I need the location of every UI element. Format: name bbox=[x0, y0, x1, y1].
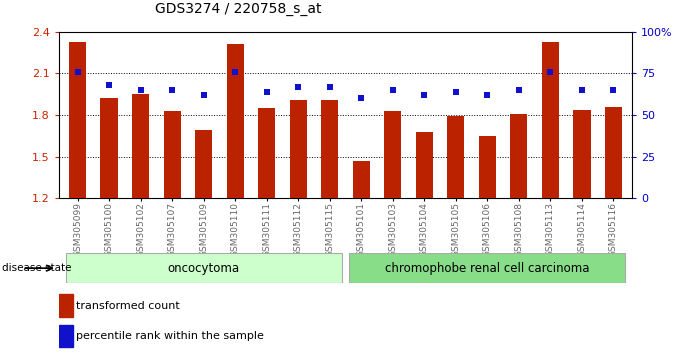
Bar bbox=[573, 109, 591, 198]
Bar bbox=[59, 325, 73, 348]
Point bbox=[72, 69, 83, 75]
Bar bbox=[132, 94, 149, 198]
Bar bbox=[321, 100, 339, 198]
Bar bbox=[100, 98, 118, 198]
Text: oncocytoma: oncocytoma bbox=[168, 262, 240, 275]
Point bbox=[451, 89, 462, 95]
Bar bbox=[605, 107, 622, 198]
Bar bbox=[352, 161, 370, 198]
Point bbox=[293, 84, 304, 90]
Bar bbox=[258, 108, 276, 198]
Text: percentile rank within the sample: percentile rank within the sample bbox=[76, 331, 263, 341]
Bar bbox=[447, 116, 464, 198]
Bar bbox=[384, 111, 401, 198]
Bar bbox=[290, 100, 307, 198]
Point bbox=[324, 84, 335, 90]
Bar bbox=[66, 253, 341, 283]
Bar bbox=[227, 44, 244, 198]
Point bbox=[608, 87, 619, 93]
Point bbox=[356, 96, 367, 101]
Point bbox=[513, 87, 524, 93]
Point bbox=[387, 87, 398, 93]
Bar bbox=[69, 41, 86, 198]
Bar bbox=[415, 132, 433, 198]
Point bbox=[198, 92, 209, 98]
Point bbox=[419, 92, 430, 98]
Text: transformed count: transformed count bbox=[76, 301, 180, 311]
Point bbox=[261, 89, 272, 95]
Point bbox=[482, 92, 493, 98]
Point bbox=[167, 87, 178, 93]
Text: disease state: disease state bbox=[2, 263, 72, 273]
Bar bbox=[59, 295, 73, 317]
Point bbox=[576, 87, 587, 93]
Point bbox=[104, 82, 115, 88]
Point bbox=[135, 87, 146, 93]
Bar bbox=[510, 114, 527, 198]
Point bbox=[229, 69, 240, 75]
Text: chromophobe renal cell carcinoma: chromophobe renal cell carcinoma bbox=[385, 262, 589, 275]
Bar bbox=[195, 130, 212, 198]
Bar bbox=[350, 253, 625, 283]
Bar bbox=[164, 111, 181, 198]
Bar bbox=[542, 41, 559, 198]
Point bbox=[545, 69, 556, 75]
Text: GDS3274 / 220758_s_at: GDS3274 / 220758_s_at bbox=[155, 2, 322, 16]
Bar bbox=[479, 136, 496, 198]
